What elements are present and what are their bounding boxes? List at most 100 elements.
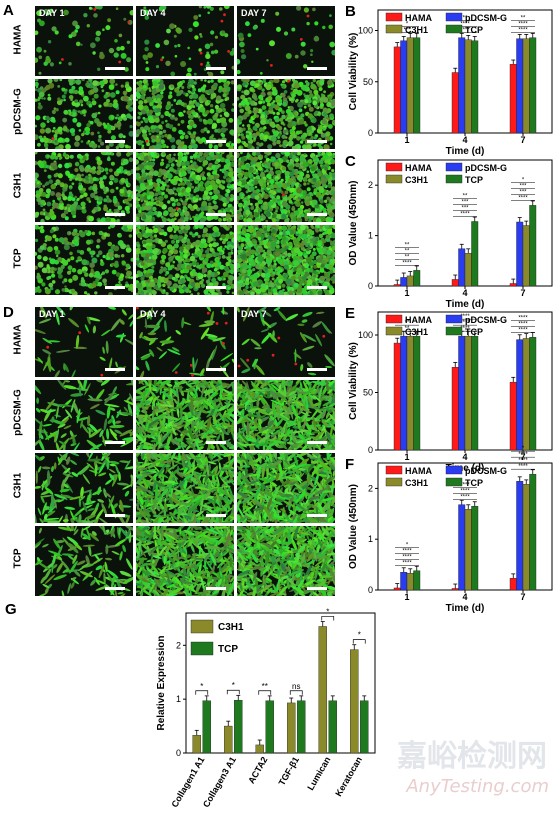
sig-stars: **** (402, 561, 412, 567)
sig-stars: **** (518, 464, 528, 470)
sig-stars: * (358, 631, 361, 640)
micrograph-a-2-2 (237, 152, 335, 222)
bar-c-c3h1-1 (464, 253, 472, 287)
x-tick-label: Keratocan (333, 755, 364, 798)
bar-g-c3h1-1 (224, 725, 233, 754)
sig-stars: *** (519, 183, 527, 189)
bar-b-c3h1-0 (406, 37, 414, 134)
watermark-en: AnyTesting.com (406, 776, 549, 797)
bar-c-hama-2 (509, 283, 517, 287)
panel-label-e: E (345, 305, 355, 322)
bar-g-tcp-0 (202, 700, 211, 754)
x-axis-label: Time (d) (446, 299, 485, 310)
x-tick-label: 4 (462, 135, 467, 145)
legend-swatch (445, 174, 463, 184)
bar-g-c3h1-4 (318, 626, 327, 754)
y-tick-label: 0 (368, 585, 373, 595)
bar-f-hama-2 (509, 578, 517, 591)
scale-bar (105, 213, 125, 216)
legend-swatch (385, 477, 403, 487)
panel-label-f: F (345, 456, 354, 473)
bar-c-c3h1-2 (522, 225, 530, 287)
x-tick-label: 4 (462, 288, 467, 298)
x-tick-label: 1 (404, 135, 409, 145)
sig-stars: **** (460, 211, 470, 217)
scale-bar (206, 213, 226, 216)
micrograph-a-3-0 (35, 225, 133, 295)
y-axis-label: OD Value (450nm) (348, 484, 359, 569)
scale-bar (307, 140, 327, 143)
legend-swatch (385, 326, 403, 336)
scale-bar (307, 368, 327, 371)
sig-stars: ns (292, 682, 300, 691)
legend-swatch (445, 24, 463, 34)
sig-stars: ** (405, 320, 410, 326)
sig-stars: **** (460, 489, 470, 495)
sig-stars: *** (519, 189, 527, 195)
legend-label: HAMA (405, 13, 432, 23)
scale-bar (206, 140, 226, 143)
day-label: DAY 7 (241, 309, 267, 319)
scale-bar (206, 67, 226, 70)
scale-bar (307, 587, 327, 590)
micrograph-a-1-2 (237, 79, 335, 149)
bar-c-tcp-1 (471, 221, 479, 287)
micrograph-d-0-1: DAY 4 (136, 307, 234, 377)
legend-swatch (445, 12, 463, 22)
bar-f-hama-1 (451, 588, 459, 591)
scale-bar (105, 140, 125, 143)
sig-stars: * (232, 681, 235, 690)
y-axis-label: Cell Viability (%) (348, 33, 359, 111)
x-tick-label: Collagen3 A1 (201, 755, 238, 809)
scale-bar (307, 286, 327, 289)
sig-stars: ** (405, 254, 410, 260)
sig-stars: ** (463, 16, 468, 22)
sig-bracket (321, 616, 335, 621)
bar-e-tcp-1 (471, 335, 479, 451)
legend-swatch (445, 477, 463, 487)
legend-swatch (385, 162, 403, 172)
sig-stars: **** (460, 495, 470, 501)
y-tick-label: 2 (368, 180, 373, 190)
bar-c-pdcsm-g-0 (400, 277, 408, 287)
bar-f-pdcsm-g-0 (400, 572, 408, 591)
scale-bar (105, 441, 125, 444)
y-axis-label: Relative Expression (156, 635, 167, 730)
x-tick-label: 4 (462, 592, 467, 602)
bar-e-pdcsm-g-0 (400, 335, 408, 451)
micrograph-d-3-2 (237, 526, 335, 596)
x-tick-label: ACTA2 (246, 755, 269, 785)
micrograph-d-1-1 (136, 380, 234, 450)
bar-c-hama-1 (451, 279, 459, 287)
y-tick-label: 100 (358, 330, 373, 340)
bar-e-c3h1-2 (522, 338, 530, 451)
bar-c-hama-0 (393, 284, 401, 287)
bar-f-c3h1-2 (522, 484, 530, 591)
bar-b-pdcsm-g-2 (516, 38, 524, 134)
scale-bar (307, 441, 327, 444)
scale-bar (105, 67, 125, 70)
legend-label: TCP (465, 25, 483, 35)
bar-g-tcp-5 (360, 700, 369, 754)
micrograph-a-3-1 (136, 225, 234, 295)
sig-stars: **** (402, 549, 412, 555)
sig-stars: **** (402, 555, 412, 561)
legend-label: C3H1 (405, 327, 428, 337)
y-tick-label: 2 (176, 640, 181, 650)
x-tick-label: 7 (520, 135, 525, 145)
bar-f-c3h1-1 (464, 509, 472, 591)
micrograph-a-1-0 (35, 79, 133, 149)
legend-label: C3H1 (218, 622, 244, 633)
sig-stars: ** (262, 682, 268, 691)
bar-g-tcp-2 (265, 700, 274, 754)
legend-label: TCP (465, 175, 483, 185)
micrograph-a-0-1: DAY 4 (136, 6, 234, 76)
bar-f-tcp-2 (529, 473, 537, 591)
y-tick-label: 1 (368, 534, 373, 544)
bar-e-c3h1-1 (464, 335, 472, 451)
sig-stars: * (326, 607, 329, 616)
bar-b-hama-1 (451, 72, 459, 134)
x-tick-label: Lumican (305, 755, 332, 792)
bar-g-c3h1-3 (287, 702, 296, 754)
